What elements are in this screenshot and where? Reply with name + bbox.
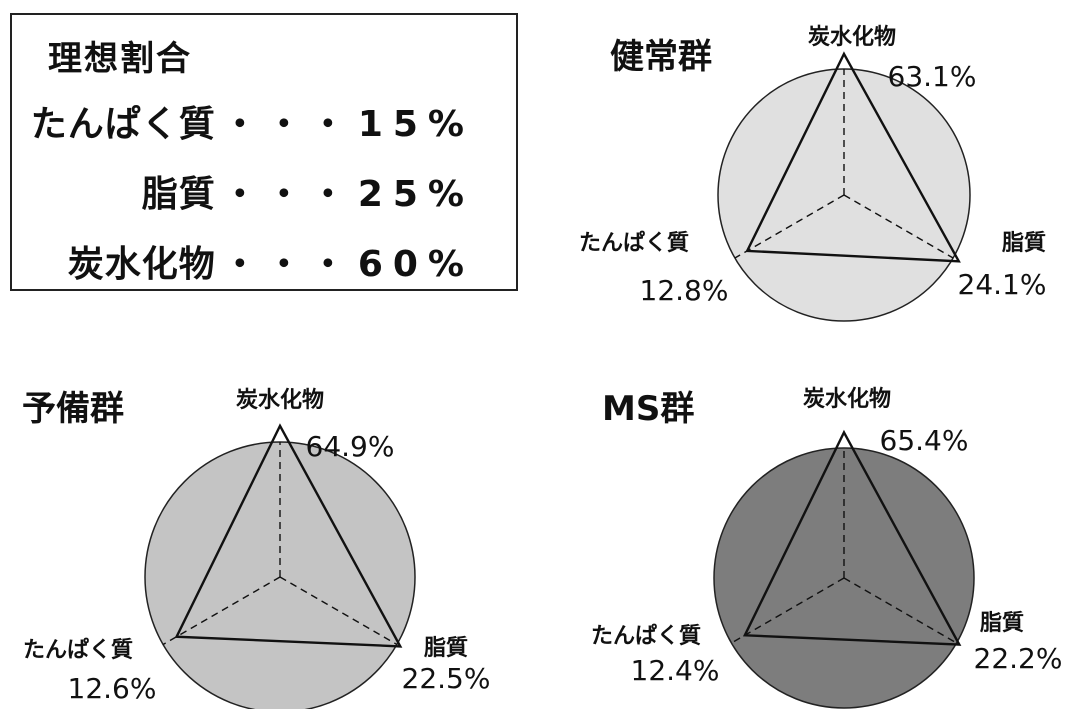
ideal-ratio-title: 理想割合 [48, 39, 192, 79]
ideal-row-dots: ・・・ [221, 104, 354, 145]
radar-axis-line [279, 576, 398, 646]
radar-value-label: 64.9% [306, 430, 395, 463]
radar-value-label: 12.4% [631, 654, 720, 687]
radar-group-title: 予備群 [22, 389, 124, 429]
radar-axis-line [731, 577, 845, 644]
radar-data-triangle [174, 423, 403, 648]
radar-group-title: 健常群 [610, 37, 712, 77]
radar-group-title: MS群 [602, 389, 694, 429]
radar-axis-label: 脂質 [424, 635, 468, 661]
radar-value-label: 12.8% [640, 274, 729, 307]
radar-axis-label: 炭水化物 [236, 387, 324, 413]
radar-data-triangle [745, 51, 961, 263]
radar-axis-label: たんぱく質 [591, 623, 701, 649]
radar-axis-line [843, 194, 954, 259]
radar-data-triangle [742, 429, 962, 646]
radar-axis-line [843, 577, 957, 644]
radar-value-label: 12.6% [68, 672, 157, 705]
ideal-row-value: 60% [357, 244, 474, 285]
radar-axis-label: 炭水化物 [808, 24, 896, 50]
ideal-row-value: 25% [357, 174, 474, 215]
radar-value-label: 22.5% [402, 662, 491, 695]
ideal-row-carb: 炭水化物 ・・・ 60% [68, 235, 474, 287]
ideal-row-label: 脂質 [141, 174, 216, 215]
ideal-ratio-box: 理想割合 たんぱく質 ・・・ 15% 脂質 ・・・ 25% 炭水化物 ・・・ 60% [10, 13, 518, 291]
radar-axis-label: たんぱく質 [579, 230, 689, 256]
radar-value-label: 22.2% [974, 642, 1063, 675]
radar-value-label: 63.1% [888, 60, 977, 93]
ideal-row-value: 15% [357, 104, 474, 145]
radar-axis-label: 炭水化物 [803, 386, 891, 412]
radar-axis-line [734, 194, 845, 259]
ideal-row-protein: たんぱく質 ・・・ 15% [31, 95, 474, 147]
ideal-row-dots: ・・・ [221, 244, 354, 285]
radar-axis-line [162, 576, 281, 646]
radar-axis-label: 脂質 [980, 610, 1024, 636]
ideal-row-fat: 脂質 ・・・ 25% [142, 165, 474, 217]
ideal-row-dots: ・・・ [221, 174, 354, 215]
radar-axis-label: たんぱく質 [23, 637, 133, 663]
ideal-row-label: 炭水化物 [67, 244, 216, 285]
ideal-row-label: たんぱく質 [30, 104, 216, 145]
radar-value-label: 24.1% [958, 268, 1047, 301]
radar-value-label: 65.4% [880, 424, 969, 457]
radar-axis-label: 脂質 [1002, 230, 1046, 256]
